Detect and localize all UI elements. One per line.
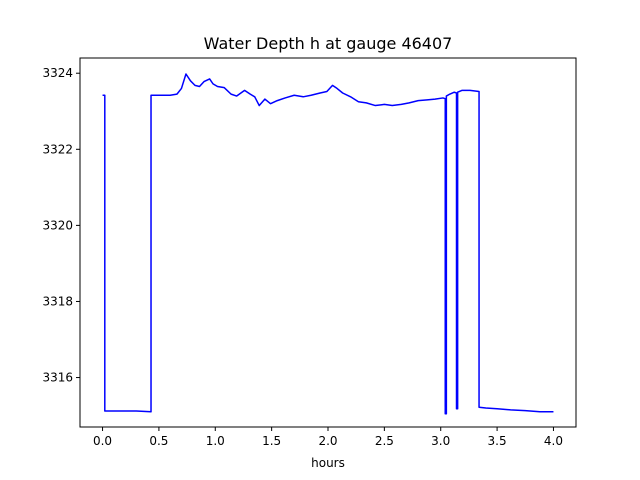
y-axis: 3316 3318 3320 3322 3324: [42, 66, 80, 385]
y-tick-label: 3316: [42, 371, 73, 385]
x-axis: 0.0 0.5 1.0 1.5 2.0 2.5 3.0 3.5 4.0: [93, 427, 563, 448]
x-tick-label: 2.0: [318, 434, 337, 448]
x-tick-label: 3.5: [488, 434, 507, 448]
y-tick-label: 3322: [42, 142, 73, 156]
x-axis-label: hours: [311, 456, 345, 470]
x-tick-label: 1.0: [206, 434, 225, 448]
x-tick-label: 3.0: [431, 434, 450, 448]
y-tick-label: 3318: [42, 294, 73, 308]
y-tick-label: 3320: [42, 218, 73, 232]
series-line: [102, 73, 554, 415]
x-tick-label: 4.0: [544, 434, 563, 448]
x-tick-label: 2.5: [375, 434, 394, 448]
plot-area: [102, 73, 554, 415]
x-tick-label: 1.5: [262, 434, 281, 448]
chart-title: Water Depth h at gauge 46407: [204, 34, 453, 53]
x-tick-label: 0.5: [149, 434, 168, 448]
x-tick-label: 0.0: [93, 434, 112, 448]
y-tick-label: 3324: [42, 66, 73, 80]
